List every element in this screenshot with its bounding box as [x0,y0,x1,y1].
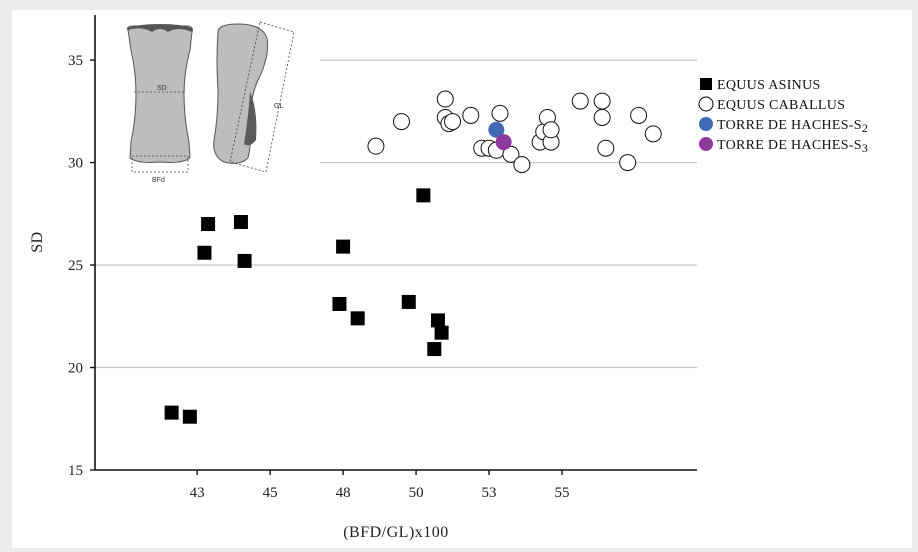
point-equus-caballus [444,113,462,131]
x-tick-label: 55 [555,485,570,501]
point-equus-caballus [367,137,385,155]
legend-marker-equus-caballus [698,96,714,112]
chart-panel: SD BFd GL 15 20 25 30 35 43 45 48 50 53 55 SD (BF… [12,10,912,548]
point-torre-de-haches-s3 [495,134,512,151]
point-equus-asinus [434,325,449,340]
x-tick-label: 53 [482,485,497,501]
legend-marker-equus-asinus [700,78,712,90]
data-points [164,90,662,424]
sd-label: SD [157,85,167,92]
point-equus-caballus [462,106,480,124]
legend-marker-torre-de-haches-s3 [699,137,713,151]
point-equus-asinus [416,188,431,203]
y-tick-label: 20 [68,361,83,377]
bone-front-view-icon [127,25,193,163]
point-equus-asinus [336,239,351,254]
x-tick-label: 50 [409,485,424,501]
point-equus-caballus [513,156,531,174]
point-equus-asinus [350,311,365,326]
point-equus-asinus [332,296,347,311]
point-equus-asinus [164,405,179,420]
bone-measurement-illustration: SD BFd GL [127,21,295,184]
point-equus-caballus [644,125,662,143]
x-axis-title: (BFD/GL)x100 [343,524,449,541]
legend-label-equus-asinus: EQUUS ASINUS [717,78,821,93]
legend-label-torre-de-haches-s3: TORRE DE HACHES-S3 [717,138,868,155]
scatter-chart: SD BFd GL 15 20 25 30 35 43 45 48 50 53 55 SD (BF… [29,15,868,541]
point-equus-asinus [401,294,416,309]
point-equus-caballus [630,106,648,124]
point-equus-asinus [201,217,216,232]
point-equus-asinus [430,313,445,328]
point-equus-caballus [597,139,615,157]
point-equus-caballus [436,90,454,108]
y-tick-label: 35 [68,53,83,69]
point-equus-caballus [593,92,611,110]
x-tick-label: 45 [263,485,278,501]
point-equus-caballus [491,104,509,122]
legend: EQUUS ASINUS EQUUS CABALLUS TORRE DE HAC… [698,78,868,155]
point-equus-caballus [571,92,589,110]
y-tick-label: 25 [68,258,83,274]
point-equus-asinus [233,215,248,230]
gridlines [95,59,697,369]
bfd-label: BFd [152,177,165,184]
legend-label-equus-caballus: EQUUS CABALLUS [717,98,845,113]
y-axis-title: SD [29,231,46,252]
point-torre-de-haches-s2 [488,121,505,138]
point-equus-asinus [197,245,212,260]
x-tick-label: 43 [190,485,205,501]
point-equus-caballus [542,121,560,139]
x-axis-ticks: 43 45 48 50 53 55 [190,470,570,501]
legend-marker-torre-de-haches-s2 [699,117,713,131]
point-equus-asinus [427,342,442,357]
y-tick-label: 30 [68,156,83,172]
gl-label: GL [274,103,283,110]
point-equus-asinus [237,253,252,268]
bone-side-view-icon [213,23,269,164]
point-equus-asinus [182,409,197,424]
legend-label-torre-de-haches-s2: TORRE DE HACHES-S2 [717,118,868,135]
point-equus-caballus [593,108,611,126]
point-equus-caballus [502,145,520,163]
point-equus-caballus [619,154,637,172]
point-equus-caballus [392,113,410,131]
y-axis-ticks: 15 20 25 30 35 [68,53,95,479]
bfd-measure-box [131,155,189,173]
y-tick-label: 15 [68,463,83,479]
x-tick-label: 48 [336,485,351,501]
bone-shadow-icon [244,92,257,146]
bone-articular-top-icon [128,24,192,32]
